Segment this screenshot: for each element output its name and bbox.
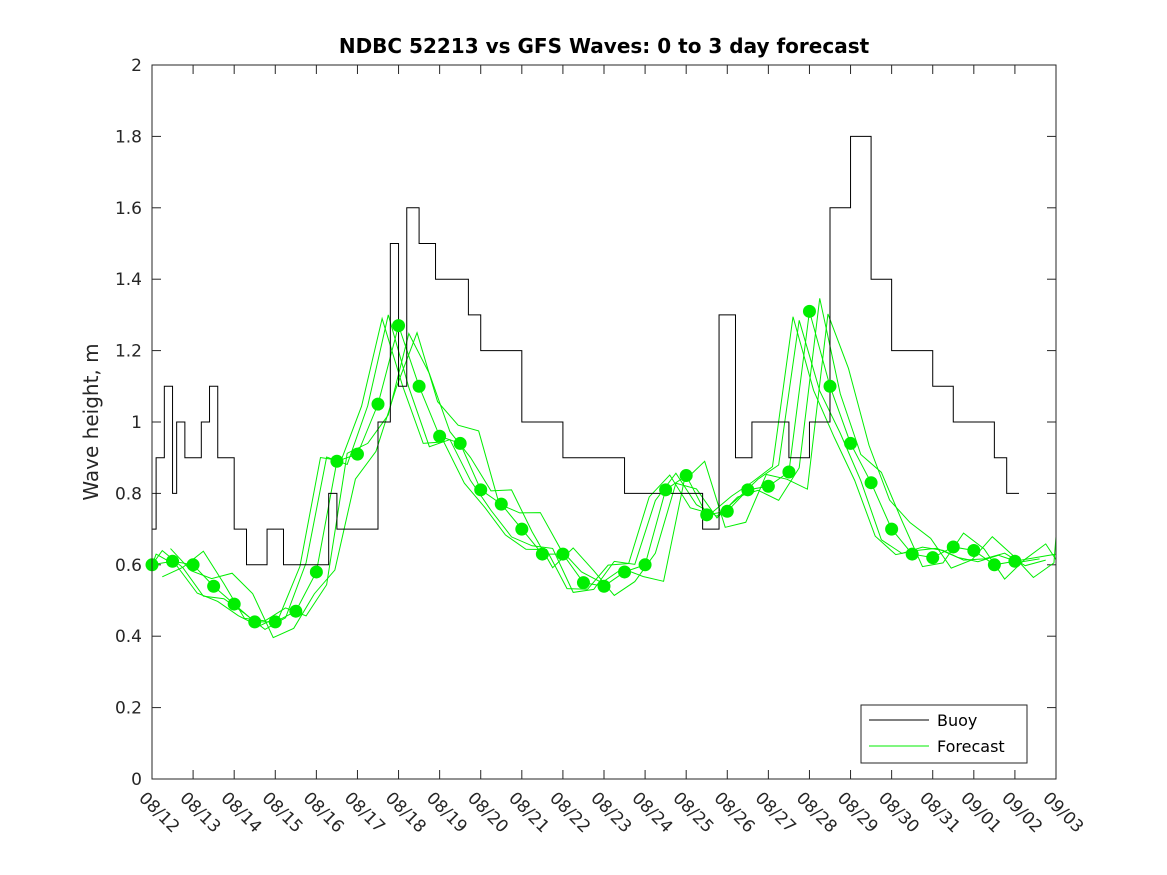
y-tick-label: 2 [131, 56, 142, 76]
forecast-point [330, 454, 344, 468]
forecast-point [638, 558, 652, 572]
y-tick-label: 0.2 [115, 699, 142, 719]
forecast-trace [151, 314, 1046, 631]
forecast-point [741, 483, 755, 497]
y-axis-ticks: 0 0.2 0.4 0.6 0.8 1 1.2 1.4 1.6 1.8 2 [115, 56, 1056, 790]
plot-area [152, 65, 1056, 779]
forecast-point [392, 319, 406, 333]
forecast-point [576, 576, 590, 590]
forecast-point [515, 522, 529, 536]
forecast-point [844, 436, 858, 450]
y-tick-label: 0 [131, 770, 142, 790]
y-axis-label: Wave height, m [79, 343, 103, 500]
buoy-line [152, 135, 1020, 566]
forecast-point [885, 522, 899, 536]
forecast-point [659, 483, 673, 497]
forecast-point [1008, 554, 1022, 568]
chart-title: NDBC 52213 vs GFS Waves: 0 to 3 day fore… [339, 34, 870, 58]
forecast-point [700, 508, 714, 522]
forecast-point [720, 504, 734, 518]
plot-box [151, 64, 1057, 780]
forecast-point [453, 436, 467, 450]
y-tick-label: 1 [131, 413, 142, 433]
forecast-point [309, 565, 323, 579]
forecast-point [166, 554, 180, 568]
forecast-point [207, 579, 221, 593]
forecast-point [926, 551, 940, 565]
forecast-point [761, 479, 775, 493]
buoy-series [152, 135, 1020, 566]
forecast-point [987, 558, 1001, 572]
forecast-point [556, 547, 570, 561]
y-tick-label: 0.4 [115, 627, 142, 647]
forecast-point [494, 497, 508, 511]
forecast-point [535, 547, 549, 561]
forecast-point [802, 304, 816, 318]
y-tick-label: 0.8 [115, 484, 142, 504]
forecast-series-markers [145, 304, 1022, 629]
y-tick-label: 1.2 [115, 342, 142, 362]
y-tick-label: 1.6 [115, 199, 142, 219]
forecast-point [412, 379, 426, 393]
y-tick-label: 0.6 [115, 556, 142, 576]
legend: Buoy Forecast [860, 704, 1028, 764]
forecast-point [679, 469, 693, 483]
forecast-point [474, 483, 488, 497]
forecast-point [946, 540, 960, 554]
y-tick-label: 1.8 [115, 127, 142, 147]
legend-buoy-label: Buoy [937, 711, 977, 730]
forecast-trace [151, 316, 1040, 627]
forecast-point [371, 397, 385, 411]
forecast-point [823, 379, 837, 393]
legend-box [860, 704, 1028, 764]
forecast-point [905, 547, 919, 561]
forecast-point [782, 465, 796, 479]
y-tick-label: 1.4 [115, 270, 142, 290]
forecast-point [248, 615, 262, 629]
forecast-point [864, 476, 878, 490]
forecast-point [597, 579, 611, 593]
forecast-point [350, 447, 364, 461]
forecast-point [227, 597, 241, 611]
legend-forecast-label: Forecast [937, 737, 1005, 756]
forecast-point [268, 615, 282, 629]
forecast-point [186, 558, 200, 572]
forecast-point [289, 604, 303, 618]
forecast-point [433, 429, 447, 443]
forecast-point [967, 544, 981, 558]
forecast-point [618, 565, 632, 579]
